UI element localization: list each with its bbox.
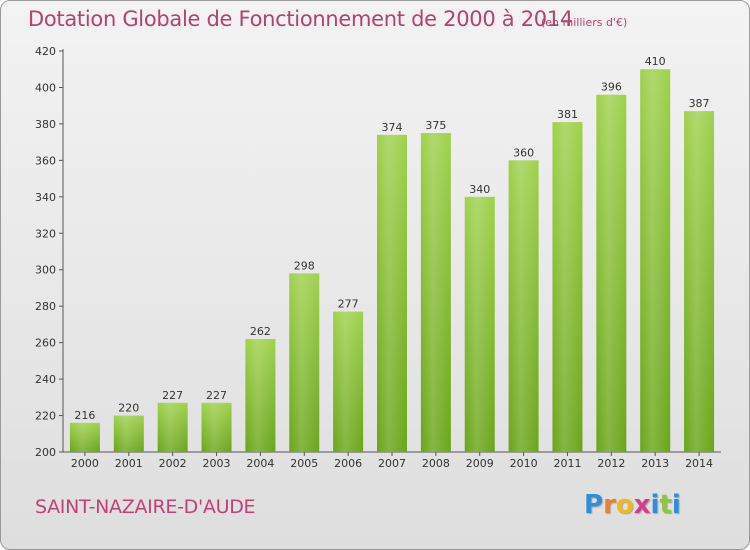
- bar-highlight: [289, 273, 320, 452]
- y-tick-label: 360: [35, 154, 56, 167]
- bar-highlight: [552, 122, 583, 452]
- x-tick-label: 2010: [510, 457, 538, 470]
- proxiti-logo[interactable]: Proxiti: [584, 490, 681, 520]
- bar-highlight: [201, 402, 232, 452]
- bar-highlight: [420, 133, 451, 453]
- logo-letter: i: [671, 490, 681, 520]
- y-tick-label: 340: [35, 191, 56, 204]
- x-tick-label: 2006: [334, 457, 362, 470]
- bar-highlight: [640, 69, 671, 453]
- y-tick-label: 200: [35, 446, 56, 459]
- y-tick-label: 380: [35, 118, 56, 131]
- commune-name: SAINT-NAZAIRE-D'AUDE: [35, 496, 256, 518]
- bars: [69, 69, 715, 453]
- axes: 200 220 240 260 280 300 320 340 360 380 400 420 2000…: [35, 45, 721, 470]
- data-label: 340: [469, 183, 490, 196]
- x-tick-label: 2011: [553, 457, 581, 470]
- x-tick-label: 2003: [203, 457, 231, 470]
- data-label: 227: [162, 389, 183, 402]
- data-label: 375: [425, 119, 446, 132]
- data-label: 220: [118, 402, 139, 415]
- x-tick-label: 2012: [597, 457, 625, 470]
- bar-highlight: [464, 196, 495, 452]
- y-tick-label: 320: [35, 227, 56, 240]
- x-tick-label: 2001: [115, 457, 143, 470]
- bar-highlight: [157, 402, 188, 452]
- y-tick-label: 300: [35, 264, 56, 277]
- y-tick-label: 260: [35, 337, 56, 350]
- chart-subtitle: (en milliers d'€): [541, 16, 628, 29]
- data-label: 410: [645, 55, 666, 68]
- y-tick-label: 240: [35, 373, 56, 386]
- x-tick-label: 2005: [290, 457, 318, 470]
- chart-title: Dotation Globale de Fonctionnement de 20…: [28, 7, 573, 31]
- y-tick-label: 220: [35, 410, 56, 423]
- y-tick-label: 420: [35, 45, 56, 58]
- data-label: 360: [513, 146, 534, 159]
- logo-letter: x: [633, 490, 651, 520]
- data-label: 262: [250, 325, 271, 338]
- bar-highlight: [684, 111, 715, 453]
- logo-letter: P: [584, 490, 604, 520]
- x-tick-label: 2008: [422, 457, 450, 470]
- logo-letter: r: [603, 490, 616, 520]
- data-label: 277: [338, 298, 359, 311]
- value-labels: 216 220 227 227 262 298 277 374 375 340 360 381 396 4…: [74, 55, 709, 422]
- bar-highlight: [596, 94, 627, 452]
- y-tick-label: 400: [35, 81, 56, 94]
- x-tick-label: 2014: [685, 457, 713, 470]
- x-tick-label: 2004: [246, 457, 274, 470]
- bar-highlight: [245, 338, 276, 452]
- data-label: 387: [689, 97, 710, 110]
- bar-highlight: [377, 134, 407, 452]
- data-label: 216: [74, 409, 95, 422]
- y-tick-label: 280: [35, 300, 56, 313]
- bar-highlight: [508, 160, 539, 452]
- data-label: 381: [557, 108, 578, 121]
- logo-letter: o: [615, 490, 634, 520]
- logo-letter: t: [659, 490, 672, 520]
- x-tick-label: 2002: [159, 457, 187, 470]
- x-tick-label: 2007: [378, 457, 406, 470]
- bar-highlight: [113, 415, 144, 452]
- x-tick-label: 2009: [466, 457, 494, 470]
- data-label: 374: [382, 121, 403, 134]
- data-label: 396: [601, 81, 622, 94]
- bar-highlight: [333, 311, 364, 452]
- x-tick-label: 2013: [641, 457, 669, 470]
- data-label: 298: [294, 259, 315, 272]
- data-label: 227: [206, 389, 227, 402]
- x-tick-label: 2000: [71, 457, 99, 470]
- bar-highlight: [69, 422, 100, 452]
- logo-letter: i: [650, 490, 660, 520]
